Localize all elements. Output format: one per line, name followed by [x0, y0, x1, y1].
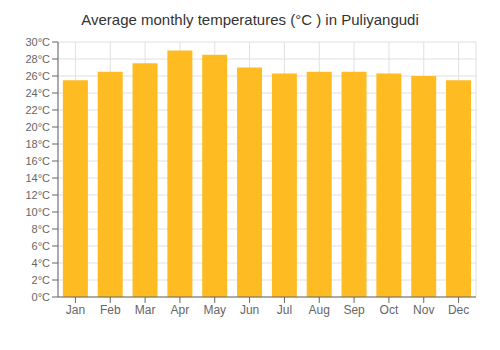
svg-text:14°C: 14°C — [25, 172, 50, 184]
svg-text:8°C: 8°C — [32, 223, 51, 235]
svg-text:Jan: Jan — [66, 303, 85, 317]
svg-text:Sep: Sep — [343, 303, 365, 317]
svg-text:12°C: 12°C — [25, 189, 50, 201]
svg-text:30°C: 30°C — [25, 36, 50, 48]
svg-text:18°C: 18°C — [25, 138, 50, 150]
svg-text:May: May — [203, 303, 226, 317]
svg-text:22°C: 22°C — [25, 104, 50, 116]
svg-text:4°C: 4°C — [32, 257, 51, 269]
svg-text:Jul: Jul — [277, 303, 292, 317]
svg-text:10°C: 10°C — [25, 206, 50, 218]
svg-text:28°C: 28°C — [25, 53, 50, 65]
svg-text:Jun: Jun — [240, 303, 259, 317]
svg-text:20°C: 20°C — [25, 121, 50, 133]
svg-text:2°C: 2°C — [32, 274, 51, 286]
svg-text:0°C: 0°C — [32, 291, 51, 303]
svg-text:Nov: Nov — [413, 303, 434, 317]
svg-text:24°C: 24°C — [25, 87, 50, 99]
svg-text:16°C: 16°C — [25, 155, 50, 167]
svg-text:26°C: 26°C — [25, 70, 50, 82]
html-text:Average monthly temperatures (: Average monthly temperatures (°C ) in Pu… — [81, 11, 419, 28]
svg-text:Aug: Aug — [309, 303, 330, 317]
svg-text:Mar: Mar — [135, 303, 156, 317]
svg-text:Apr: Apr — [171, 303, 190, 317]
svg-text:6°C: 6°C — [32, 240, 51, 252]
svg-text:Dec: Dec — [448, 303, 469, 317]
svg-text:Oct: Oct — [380, 303, 399, 317]
svg-text:Feb: Feb — [100, 303, 121, 317]
